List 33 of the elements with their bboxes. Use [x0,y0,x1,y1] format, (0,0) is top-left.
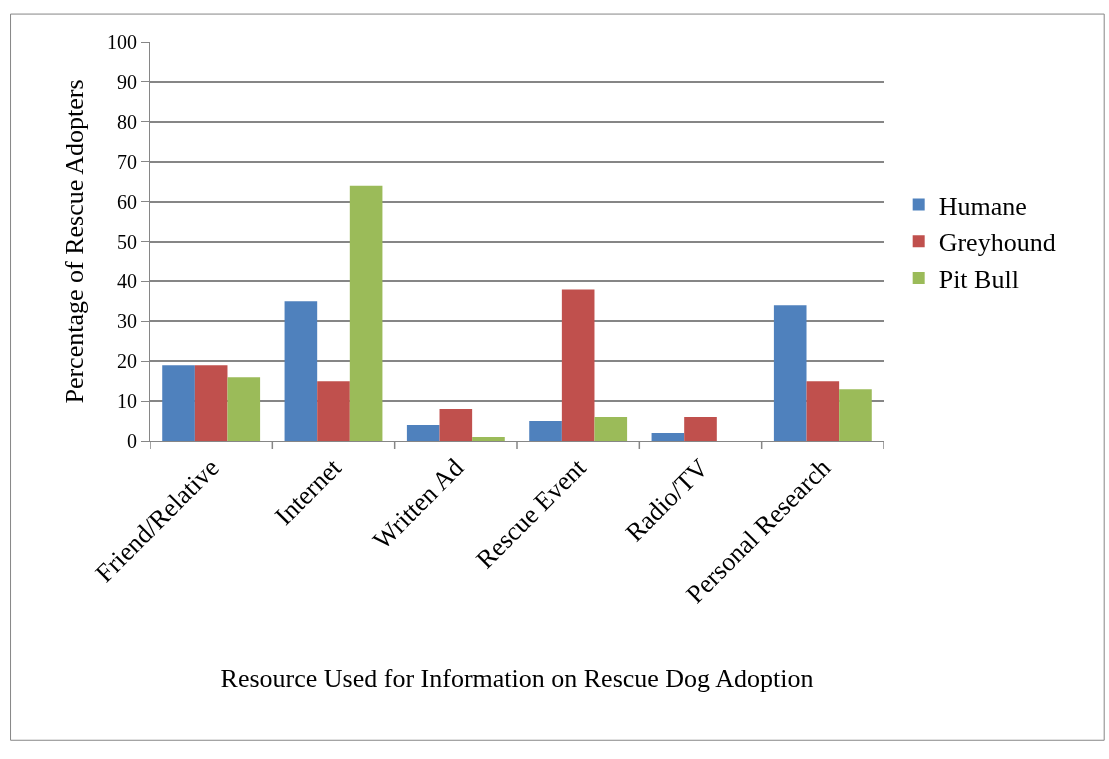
y-tick-label: 80 [117,110,137,133]
legend-label: Humane [938,191,1027,221]
y-tick-label: 30 [117,310,137,333]
bar [406,425,440,441]
bar [194,365,228,441]
y-tick-label: 70 [117,150,137,173]
y-tick-label: 60 [117,190,137,213]
y-tick-label: 0 [127,430,137,452]
bar [651,433,685,441]
bar [773,305,807,441]
bar [594,417,628,441]
y-tick-label: 20 [117,350,137,373]
y-tick-label: 10 [117,390,137,413]
bar [529,421,562,441]
y-tick-label: 40 [117,270,137,293]
bar [806,381,840,441]
bar [684,417,717,441]
bar [839,389,872,441]
bar [284,301,318,441]
y-tick-label: 50 [117,230,137,253]
bar [317,381,350,441]
y-axis-title: Percentage of Rescue Adopters [60,79,90,404]
bar [227,377,261,441]
bar [439,409,473,441]
bar [349,185,383,441]
legend-label: Pit Bull [938,265,1019,295]
y-tick-label: 100 [107,31,137,53]
bar [561,289,595,441]
legend-label: Greyhound [938,228,1056,258]
x-axis-title: Resource Used for Information on Rescue Dog Adoption [220,663,814,693]
y-tick-label: 90 [117,70,137,93]
bar [162,365,195,441]
bar [472,437,505,441]
